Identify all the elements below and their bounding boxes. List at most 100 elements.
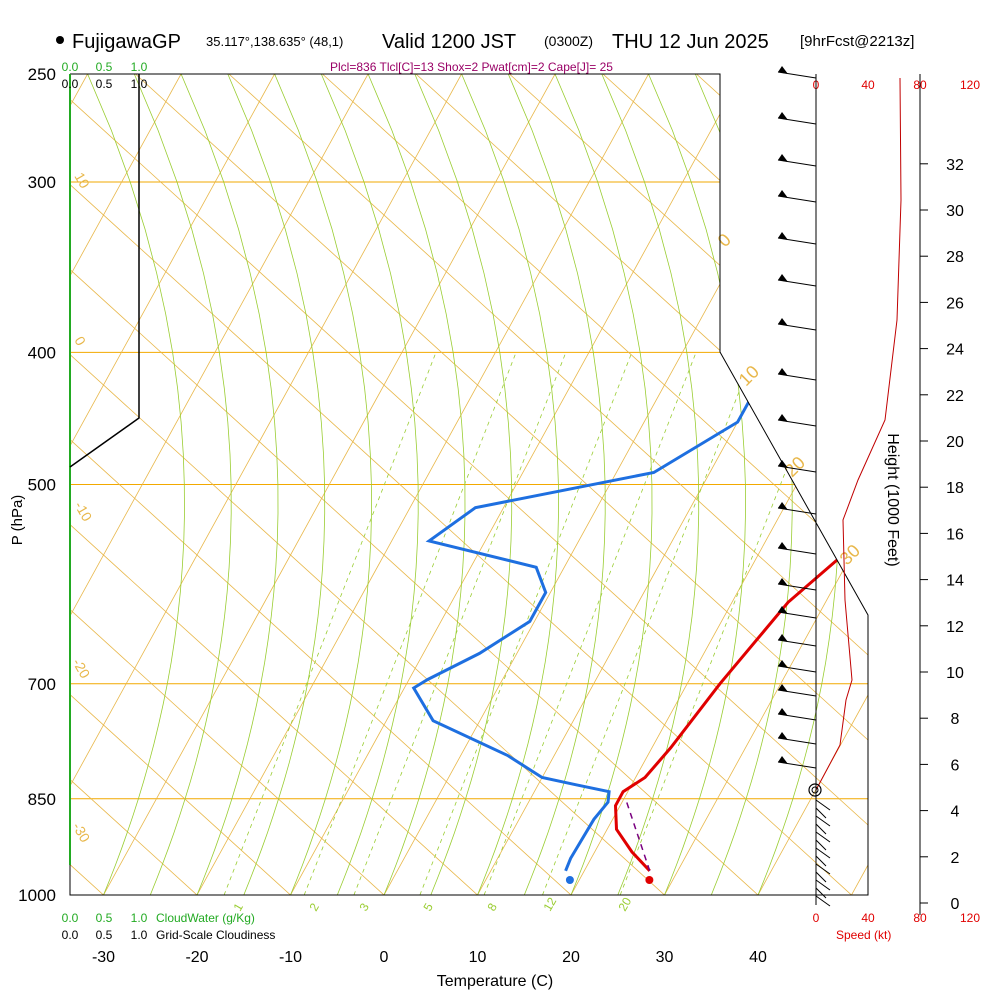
wind-barb-flag — [778, 578, 788, 586]
temperature-profile — [616, 74, 1000, 871]
station-bullet-icon — [56, 36, 64, 44]
height-tick-label: 2 — [951, 850, 960, 867]
mixing-ratio-label: 8 — [484, 900, 500, 913]
wind-barb — [816, 848, 830, 858]
dewpoint-profile — [414, 74, 839, 871]
mixing-ratio-line — [224, 352, 436, 895]
height-tick-label: 30 — [946, 203, 964, 220]
mixing-ratio-line — [543, 352, 755, 895]
pressure-tick-label: 300 — [28, 173, 56, 192]
mixing-ratio-line — [484, 352, 696, 895]
height-tick-label: 10 — [946, 665, 964, 682]
x-tick-label: 30 — [656, 949, 674, 966]
station-coords: 35.117°,138.635° (48,1) — [206, 34, 343, 49]
wind-barb — [816, 832, 830, 842]
speed-tick-label: 40 — [861, 911, 875, 925]
height-tick-label: 8 — [951, 711, 960, 728]
isotherm-label: 0 — [71, 334, 89, 349]
surface-wind-marker — [809, 784, 821, 796]
height-tick-label: 32 — [946, 157, 964, 174]
mixing-ratio-label: 2 — [306, 900, 322, 913]
mixing-ratio-line — [304, 352, 516, 895]
height-tick-label: 28 — [946, 249, 964, 266]
x-axis-label: Temperature (C) — [437, 973, 553, 990]
wind-barb-flag — [778, 708, 788, 716]
x-tick-label: -20 — [185, 949, 208, 966]
mixing-ratio-label: 3 — [356, 900, 372, 913]
cloud-water-tick-label: 0.5 — [96, 60, 113, 74]
height-tick-label: 26 — [946, 295, 964, 312]
height-tick-label: 24 — [946, 342, 964, 359]
pressure-tick-label: 700 — [28, 675, 56, 694]
speed-label: Speed (kt) — [836, 928, 891, 942]
wind-barb-flag — [778, 318, 788, 326]
wind-barb-flag — [778, 414, 788, 422]
station-name: FujigawaGP — [72, 31, 181, 53]
cloudiness-tick-label: 0.0 — [62, 77, 79, 91]
pressure-tick-label: 500 — [28, 476, 56, 495]
cloudiness-label: Grid-Scale Cloudiness — [156, 928, 275, 942]
cloud-water-tick-label: 1.0 — [131, 60, 148, 74]
cloud-water-tick-label: 0.5 — [96, 911, 113, 925]
isotherm-label: 10 — [71, 170, 93, 192]
cloudiness-tick-label: 1.0 — [131, 77, 148, 91]
x-tick-label: 40 — [749, 949, 767, 966]
wind-barb-flag — [778, 756, 788, 764]
mixing-ratio-line — [354, 352, 566, 895]
isotherm-line — [852, 74, 1000, 895]
valid-date: THU 12 Jun 2025 — [612, 31, 769, 53]
pressure-tick-label: 850 — [28, 790, 56, 809]
height-tick-label: 22 — [946, 388, 964, 405]
speed-tick-label: 0 — [813, 911, 820, 925]
wind-barb-flag — [778, 660, 788, 668]
valid-time: Valid 1200 JST — [382, 31, 516, 53]
height-tick-label: 20 — [946, 434, 964, 451]
wind-barb — [816, 880, 830, 890]
speed-tick-label: 120 — [960, 911, 980, 925]
isotherm-label: -10 — [71, 499, 95, 525]
speed-tick-label: 40 — [861, 78, 875, 92]
mixing-ratio-label: 20 — [615, 895, 634, 914]
speed-tick-label: 120 — [960, 78, 980, 92]
isotherm-label: -30 — [69, 820, 93, 846]
cloudiness-tick-label: 0.5 — [96, 77, 113, 91]
height-tick-label: 18 — [946, 480, 964, 497]
pressure-tick-label: 250 — [28, 65, 56, 84]
wind-barb-flag — [778, 232, 788, 240]
height-tick-label: 14 — [946, 573, 964, 590]
cloud-water-label: CloudWater (g/Kg) — [156, 911, 255, 925]
cloudiness-tick-label: 0.5 — [96, 928, 113, 942]
mixing-ratio-line — [620, 352, 832, 895]
utc-time: (0300Z) — [544, 33, 593, 49]
wind-barb-flag — [778, 112, 788, 120]
surface-dewpoint-point — [566, 876, 574, 884]
isotherm-label: -20 — [69, 656, 93, 682]
x-tick-label: -10 — [279, 949, 302, 966]
cloud-water-tick-label: 1.0 — [131, 911, 148, 925]
wind-barb-flag — [778, 190, 788, 198]
wind-barb — [816, 864, 830, 874]
cloud-water-tick-label: 0.0 — [62, 911, 79, 925]
height-tick-label: 16 — [946, 526, 964, 543]
x-tick-label: 10 — [469, 949, 487, 966]
pressure-tick-label: 1000 — [18, 886, 56, 905]
sounding-indices: Plcl=836 Tlcl[C]=13 Shox=2 Pwat[cm]=2 Ca… — [330, 60, 613, 74]
forecast-id: [9hrFcst@2213z] — [800, 33, 914, 50]
wind-barb-flag — [778, 542, 788, 550]
wind-barb-flag — [778, 732, 788, 740]
y-axis-label: P (hPa) — [9, 495, 26, 546]
wind-barb-flag — [778, 368, 788, 376]
height-tick-label: 0 — [951, 896, 960, 913]
dry-adiabat-label: 0 — [714, 230, 735, 251]
x-tick-label: 0 — [380, 949, 389, 966]
wind-barb — [816, 896, 830, 906]
mixing-ratio-label: 5 — [420, 900, 436, 913]
speed-tick-label: 80 — [913, 911, 927, 925]
mixing-ratio-label: 12 — [540, 895, 559, 914]
dry-adiabat-line — [0, 74, 10, 895]
height-tick-label: 4 — [951, 804, 960, 821]
cloud-water-tick-label: 0.0 — [62, 60, 79, 74]
x-tick-label: 20 — [562, 949, 580, 966]
x-tick-label: -30 — [92, 949, 115, 966]
